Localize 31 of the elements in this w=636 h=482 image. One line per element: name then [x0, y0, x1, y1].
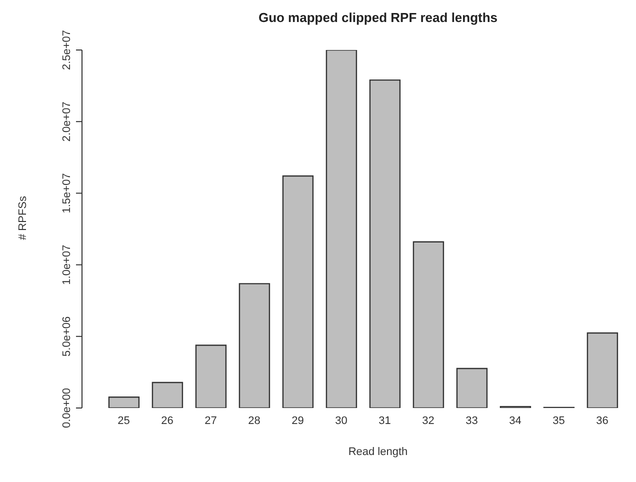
x-tick-label: 33 [466, 414, 478, 427]
bar [152, 382, 184, 408]
y-tick-label: 1.5e+07 [61, 173, 73, 214]
y-tick-label: 1.0e+07 [61, 244, 73, 285]
x-axis-title: Read length [347, 446, 409, 458]
y-tick-label: 0.0e+00 [61, 388, 73, 428]
y-axis-title: # RPFSs [17, 196, 30, 240]
x-tick-label: 36 [596, 414, 608, 427]
x-tick-label: 32 [422, 414, 434, 427]
chart-title: Guo mapped clipped RPF read lengths [257, 10, 499, 25]
x-tick-label: 26 [161, 414, 174, 427]
bar [282, 175, 314, 408]
x-tick-label: 29 [292, 414, 304, 427]
bar [238, 283, 270, 408]
x-tick-label: 30 [335, 414, 348, 427]
x-tick-label: 31 [378, 414, 391, 427]
y-tick-label: 2.0e+07 [61, 102, 73, 142]
x-tick-label: 28 [248, 414, 260, 427]
bar [586, 332, 618, 408]
bar [195, 344, 227, 408]
bar [326, 50, 358, 408]
y-tick-label: 5.0e+06 [61, 316, 73, 356]
bar [456, 368, 488, 408]
bar [108, 396, 140, 408]
x-tick-label: 27 [204, 414, 217, 427]
bar [369, 79, 401, 408]
y-tick-label: 2.5e+07 [61, 30, 73, 70]
x-tick-label: 34 [509, 414, 522, 427]
x-tick-label: 35 [552, 414, 565, 427]
bar [412, 241, 444, 408]
x-tick-label: 25 [118, 414, 130, 427]
